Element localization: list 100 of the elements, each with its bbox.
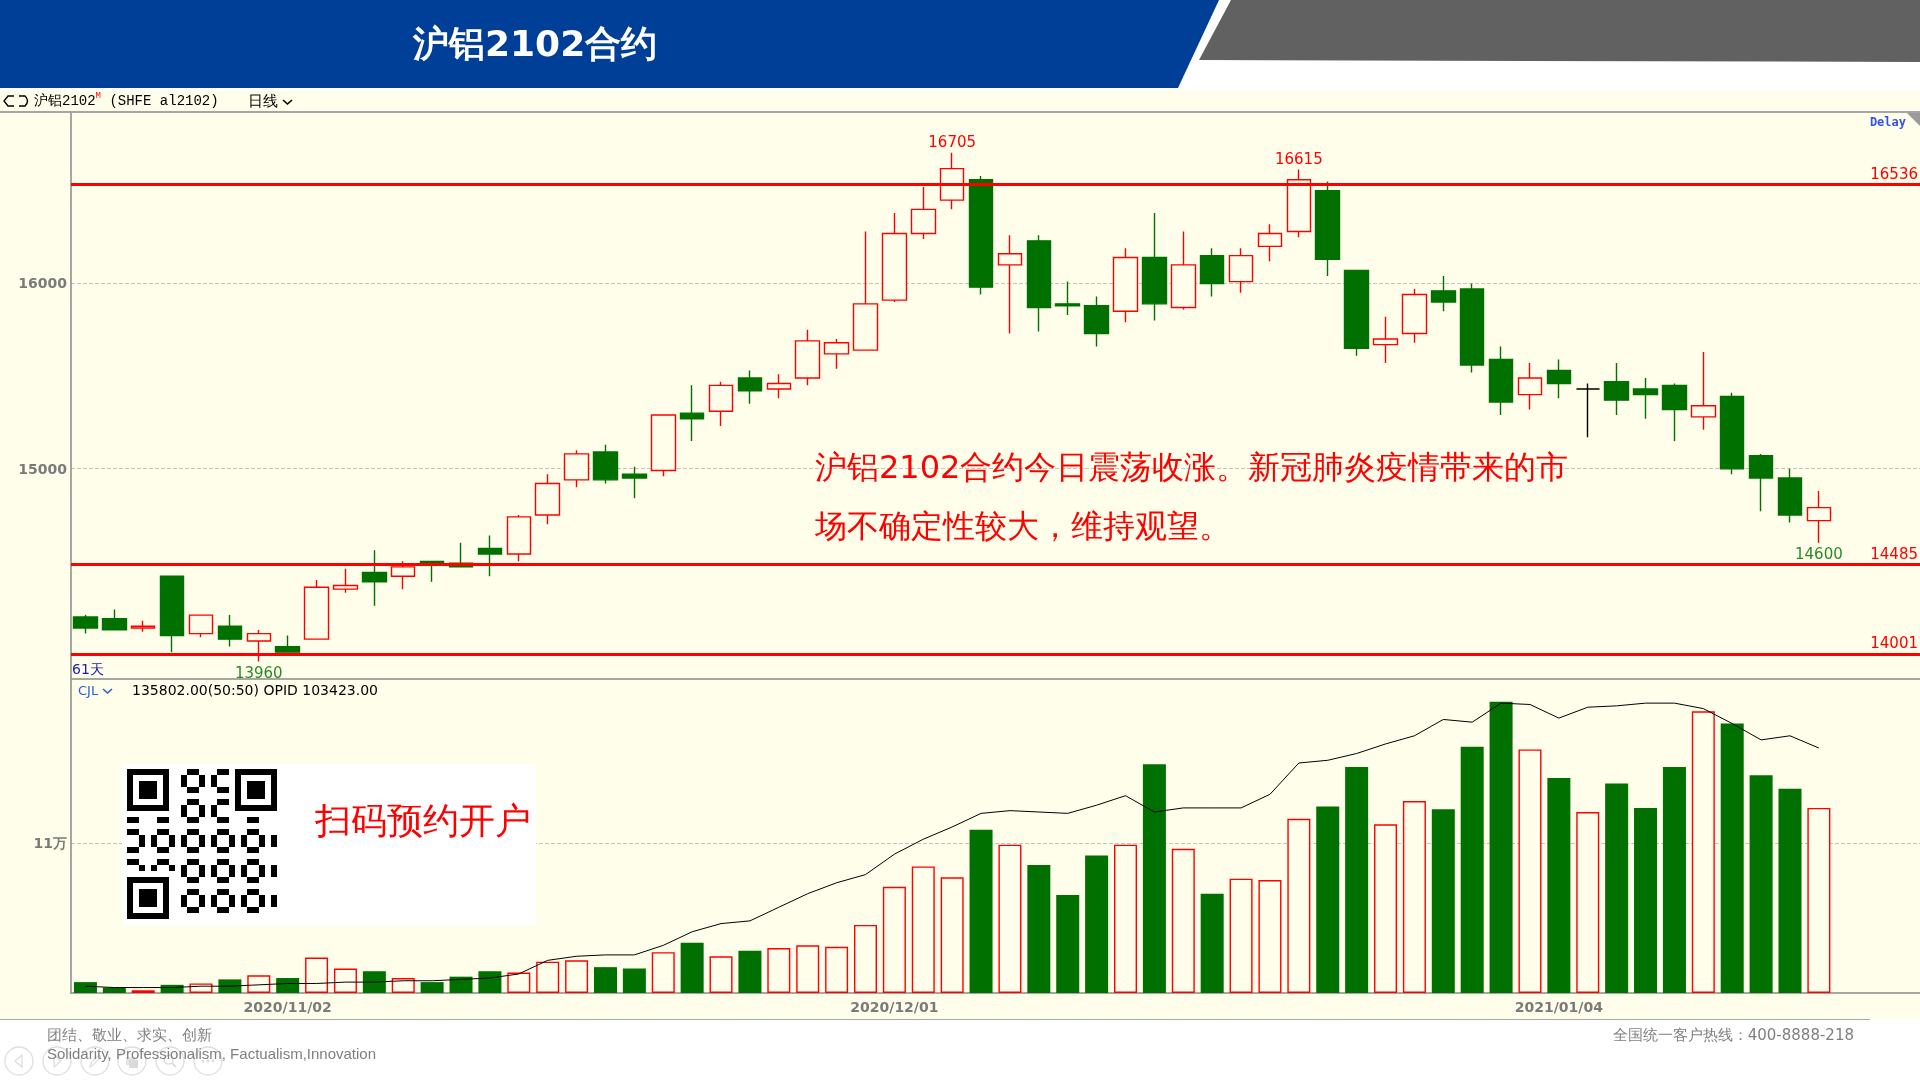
candlestick bbox=[1170, 230, 1197, 311]
candlestick bbox=[534, 473, 561, 525]
text: Delay bbox=[1869, 115, 1906, 129]
candlestick bbox=[130, 619, 156, 633]
candlestick bbox=[1777, 468, 1803, 524]
candlestick bbox=[477, 534, 503, 577]
candlestick bbox=[563, 449, 590, 488]
bar bbox=[1634, 807, 1658, 993]
bar bbox=[565, 960, 589, 993]
candlestick bbox=[188, 614, 214, 639]
annotation: 扫码预约开户 bbox=[315, 799, 531, 843]
bar bbox=[882, 886, 906, 993]
candlestick bbox=[766, 373, 792, 400]
bar bbox=[1374, 824, 1398, 993]
candlestick bbox=[159, 575, 185, 653]
candlestick bbox=[968, 175, 994, 296]
bar bbox=[1027, 865, 1051, 993]
bar bbox=[1547, 777, 1571, 993]
annotation: 135802.00(50:50) OPID 103423.00 bbox=[132, 682, 378, 698]
y-tick-label: 15000 bbox=[18, 460, 68, 477]
bar bbox=[305, 957, 329, 993]
candlestick bbox=[217, 614, 243, 648]
candlestick bbox=[1748, 453, 1774, 513]
bar bbox=[362, 971, 386, 993]
candlestick bbox=[997, 234, 1023, 335]
candlestick bbox=[506, 514, 532, 563]
annotation: 61天 bbox=[72, 661, 104, 679]
ref-line-label: 14001 bbox=[1870, 634, 1918, 653]
bar bbox=[1431, 809, 1455, 993]
bar bbox=[247, 975, 271, 993]
bar bbox=[940, 877, 964, 993]
bar bbox=[767, 948, 791, 993]
bar bbox=[1691, 711, 1715, 993]
bar bbox=[709, 956, 733, 993]
candlestick bbox=[1343, 269, 1370, 357]
candlestick bbox=[1054, 280, 1081, 316]
bar bbox=[1460, 746, 1484, 993]
y-tick-label: 16000 bbox=[18, 275, 68, 292]
bar bbox=[1229, 878, 1253, 993]
candlestick bbox=[1026, 234, 1052, 333]
bar bbox=[1489, 701, 1513, 993]
bar bbox=[1316, 806, 1340, 993]
candlestick bbox=[1372, 316, 1399, 364]
bar bbox=[1056, 895, 1080, 993]
bar bbox=[853, 924, 877, 993]
candlestick bbox=[72, 614, 99, 635]
candlestick bbox=[737, 369, 763, 405]
x-tick-label: 2020/12/01 bbox=[850, 999, 939, 1015]
candlestick bbox=[361, 549, 388, 607]
candlestick bbox=[1083, 295, 1110, 348]
bar bbox=[478, 971, 502, 993]
text: Solidarity, Professionalism, Factualism,Innovation bbox=[47, 1045, 377, 1062]
candlestick bbox=[1603, 362, 1630, 416]
candlestick bbox=[679, 384, 705, 442]
bar bbox=[738, 950, 762, 993]
bar bbox=[102, 987, 126, 993]
bar bbox=[1807, 807, 1831, 993]
text: 团结、敬业、求实、创新 bbox=[47, 1026, 212, 1045]
candlestick bbox=[621, 466, 648, 500]
bar bbox=[507, 972, 531, 993]
bar bbox=[73, 982, 97, 993]
candlestick bbox=[650, 414, 677, 477]
candlestick bbox=[1546, 358, 1572, 400]
bar bbox=[1171, 848, 1195, 993]
bar bbox=[1778, 788, 1802, 993]
x-tick-label: 2020/11/02 bbox=[243, 999, 332, 1015]
bar bbox=[680, 942, 704, 993]
candlestick bbox=[1112, 247, 1139, 324]
candlestick bbox=[1257, 223, 1283, 262]
candlestick bbox=[852, 230, 879, 351]
bar bbox=[333, 968, 357, 993]
candlestick bbox=[1719, 392, 1745, 475]
bar bbox=[1576, 812, 1600, 993]
bar bbox=[969, 829, 993, 993]
bar bbox=[1720, 723, 1744, 993]
y-tick-label: 11万 bbox=[33, 835, 67, 852]
x-tick-label: 2021/01/04 bbox=[1514, 999, 1604, 1015]
candlestick bbox=[1199, 247, 1225, 298]
bar bbox=[218, 979, 242, 993]
candlestick bbox=[1517, 362, 1543, 411]
candlestick bbox=[592, 443, 619, 485]
bar bbox=[1258, 880, 1282, 993]
text: 沪铝2102$^{M}$ (SHFE al2102) bbox=[34, 91, 219, 110]
candlestick bbox=[708, 380, 734, 427]
candlestick bbox=[1401, 288, 1428, 344]
ref-line-label: 14485 bbox=[1870, 544, 1918, 563]
bar bbox=[1142, 764, 1166, 993]
bar bbox=[449, 976, 473, 993]
annotation: CJL bbox=[78, 683, 99, 698]
candlestick bbox=[332, 568, 359, 594]
candlestick bbox=[881, 212, 908, 303]
annotation: 16705 bbox=[928, 133, 977, 152]
candlestick bbox=[1459, 282, 1485, 374]
bar bbox=[1085, 855, 1109, 993]
bar bbox=[1114, 844, 1138, 993]
bar bbox=[391, 978, 415, 993]
candlestick bbox=[1632, 377, 1659, 420]
bar bbox=[1662, 767, 1686, 993]
bar bbox=[651, 952, 675, 993]
bar bbox=[911, 866, 935, 993]
